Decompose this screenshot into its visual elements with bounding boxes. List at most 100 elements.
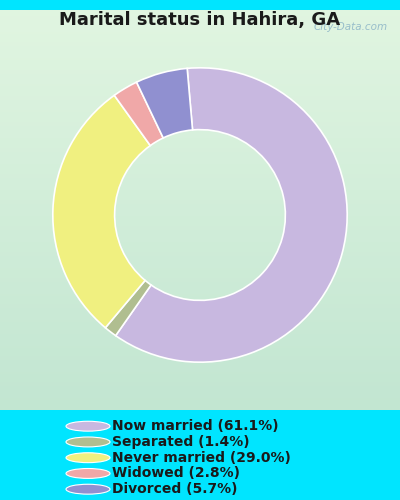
Bar: [0, 20, 400, 22]
Bar: [0, 280, 400, 282]
Bar: [0, 190, 400, 192]
Bar: [0, 338, 400, 340]
Bar: [0, 38, 400, 40]
Bar: [0, 52, 400, 54]
Bar: [0, 136, 400, 138]
Bar: [0, 112, 400, 114]
Bar: [0, 60, 400, 62]
Text: Separated (1.4%): Separated (1.4%): [112, 435, 250, 449]
Bar: [0, 80, 400, 82]
Text: Marital status in Hahira, GA: Marital status in Hahira, GA: [60, 11, 340, 29]
Bar: [0, 268, 400, 270]
Bar: [0, 172, 400, 174]
Bar: [0, 10, 400, 12]
Bar: [0, 104, 400, 106]
Bar: [0, 108, 400, 110]
Bar: [0, 110, 400, 112]
Bar: [0, 186, 400, 188]
Bar: [0, 328, 400, 330]
Bar: [0, 146, 400, 148]
Bar: [0, 274, 400, 276]
Bar: [0, 304, 400, 306]
Bar: [0, 246, 400, 248]
Bar: [0, 16, 400, 18]
Bar: [0, 12, 400, 14]
Bar: [0, 118, 400, 120]
Circle shape: [66, 453, 110, 462]
Bar: [0, 160, 400, 162]
Bar: [0, 242, 400, 244]
Bar: [0, 308, 400, 310]
Bar: [0, 252, 400, 254]
Bar: [0, 74, 400, 76]
Bar: [0, 366, 400, 368]
Bar: [0, 154, 400, 156]
Bar: [0, 120, 400, 122]
Bar: [0, 78, 400, 80]
Bar: [0, 262, 400, 264]
Bar: [0, 404, 400, 406]
Bar: [0, 380, 400, 382]
Bar: [0, 298, 400, 300]
Bar: [0, 128, 400, 130]
Bar: [0, 306, 400, 308]
Bar: [0, 290, 400, 292]
Wedge shape: [116, 68, 347, 362]
Bar: [0, 286, 400, 288]
Bar: [0, 54, 400, 56]
Bar: [0, 50, 400, 52]
Bar: [0, 122, 400, 124]
Bar: [0, 140, 400, 142]
Bar: [0, 208, 400, 210]
Bar: [0, 358, 400, 360]
Bar: [0, 102, 400, 104]
Bar: [0, 376, 400, 378]
Bar: [0, 272, 400, 274]
Circle shape: [66, 468, 110, 478]
Bar: [0, 174, 400, 176]
Bar: [0, 374, 400, 376]
Wedge shape: [114, 82, 163, 146]
Bar: [0, 364, 400, 366]
Bar: [0, 310, 400, 312]
Text: Widowed (2.8%): Widowed (2.8%): [112, 466, 240, 480]
Bar: [0, 260, 400, 262]
Bar: [0, 232, 400, 234]
Bar: [0, 370, 400, 372]
Bar: [0, 66, 400, 68]
Bar: [0, 312, 400, 314]
Bar: [0, 138, 400, 140]
Bar: [0, 30, 400, 32]
Bar: [0, 84, 400, 86]
Bar: [0, 362, 400, 364]
Bar: [0, 300, 400, 302]
Bar: [0, 116, 400, 118]
Bar: [0, 234, 400, 236]
Bar: [0, 398, 400, 400]
Bar: [0, 62, 400, 64]
Bar: [0, 324, 400, 326]
Bar: [0, 212, 400, 214]
Bar: [0, 134, 400, 136]
Bar: [0, 248, 400, 250]
Bar: [0, 368, 400, 370]
Bar: [0, 240, 400, 242]
Bar: [0, 86, 400, 88]
Bar: [0, 126, 400, 128]
Bar: [0, 40, 400, 42]
Bar: [0, 250, 400, 252]
Bar: [0, 96, 400, 98]
Bar: [0, 182, 400, 184]
Bar: [0, 224, 400, 226]
Bar: [0, 162, 400, 164]
Bar: [0, 184, 400, 186]
Bar: [0, 406, 400, 408]
Bar: [0, 284, 400, 286]
Bar: [0, 148, 400, 150]
Bar: [0, 180, 400, 182]
Bar: [0, 226, 400, 228]
Bar: [0, 168, 400, 170]
Bar: [0, 88, 400, 90]
Bar: [0, 92, 400, 94]
Bar: [0, 194, 400, 196]
